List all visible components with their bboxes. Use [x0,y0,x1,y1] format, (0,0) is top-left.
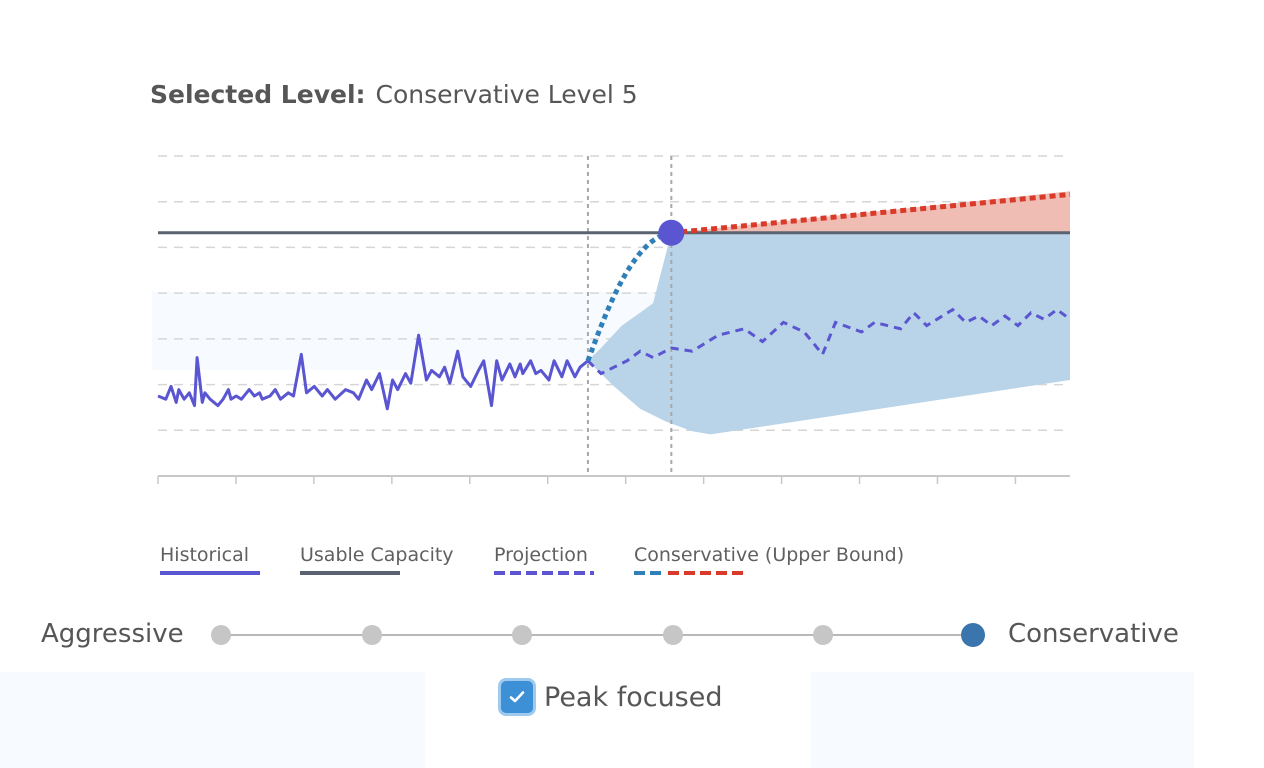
chart-series [157,191,1071,411]
legend-projection-label: Projection [494,544,588,566]
footer-tint-left [0,672,425,768]
checkbox-box[interactable] [501,681,533,713]
slider-level-0[interactable] [211,625,231,645]
slider-track[interactable] [221,634,973,636]
legend-usable-capacity[interactable]: Usable Capacity [300,544,454,575]
selected-point-marker [658,219,685,246]
legend-conservative-swatch-blue [634,571,664,575]
peak-focused-checkbox[interactable]: Peak focused [498,677,723,717]
slider-level-1[interactable] [362,625,382,645]
legend-conservative-swatch-red [668,571,744,575]
legend-usable-capacity-swatch [300,571,400,575]
historical-line [157,333,589,411]
selected-level-value: Conservative Level 5 [375,80,638,109]
legend-historical-label: Historical [160,544,249,566]
slider-level-4[interactable] [813,625,833,645]
checkmark-icon [509,691,525,703]
slider-level-2[interactable] [512,625,532,645]
slider-left-label: Aggressive [41,619,184,649]
slider-right-label: Conservative [1008,619,1179,649]
legend-conservative-label: Conservative (Upper Bound) [634,544,905,566]
footer-tint-right [811,672,1194,768]
legend-conservative-upper-bound[interactable]: Conservative (Upper Bound) [634,544,905,575]
legend-projection-swatch [494,571,594,575]
legend-projection[interactable]: Projection [494,544,594,575]
projection-line [586,307,1071,376]
chart-x-axis [157,475,1070,484]
projection-band [587,232,1070,435]
selected-level: Selected Level: Conservative Level 5 [150,80,638,109]
slider-level-5-selected[interactable] [961,623,985,647]
selected-level-label: Selected Level: [150,80,366,109]
legend-historical[interactable]: Historical [160,544,260,575]
capacity-chart [157,155,1071,484]
conservative-extension-line [671,191,1071,236]
chart-guides [586,156,673,476]
slider-level-3[interactable] [663,625,683,645]
legend-usable-capacity-label: Usable Capacity [300,544,454,566]
peak-focused-label: Peak focused [544,681,723,713]
conservative-upper-bound-line [585,230,672,362]
legend-historical-swatch [160,571,260,575]
